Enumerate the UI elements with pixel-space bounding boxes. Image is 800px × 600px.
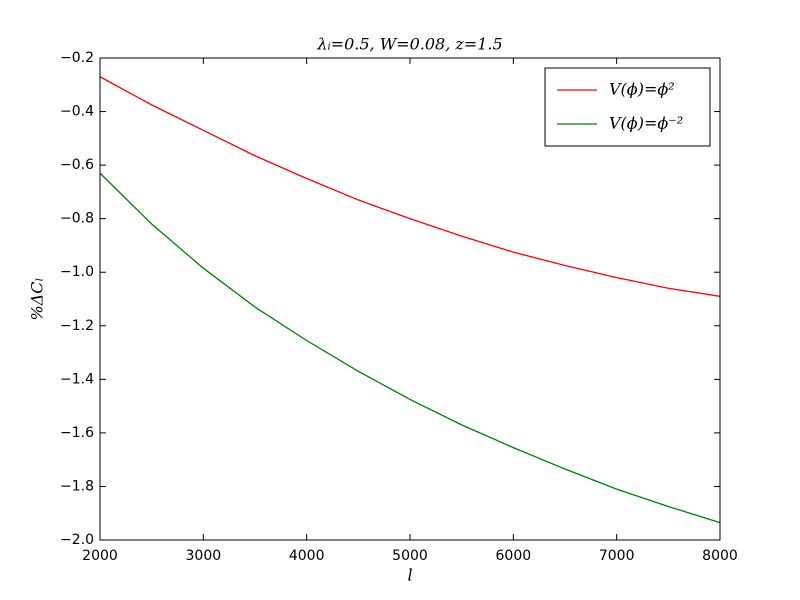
y-tick-label: −2.0 — [60, 532, 94, 548]
x-tick-label: 8000 — [702, 548, 738, 564]
y-tick-label: −0.8 — [60, 211, 94, 227]
legend-label: V(ϕ)=ϕ⁻² — [609, 114, 683, 133]
y-tick-label: −0.6 — [60, 157, 94, 173]
x-tick-label: 3000 — [186, 548, 222, 564]
y-tick-label: −1.2 — [60, 318, 94, 334]
y-axis-label: %ΔCₗ — [28, 278, 47, 321]
legend-box — [544, 67, 711, 147]
chart-title: λᵢ=0.5, W=0.08, z=1.5 — [316, 35, 502, 54]
y-tick-label: −0.2 — [60, 50, 94, 66]
legend-label: V(ϕ)=ϕ² — [609, 80, 675, 99]
line-series — [99, 172, 721, 524]
y-tick-label: −1.8 — [60, 478, 94, 494]
x-tick-label: 6000 — [496, 548, 532, 564]
plot-frame — [99, 57, 721, 541]
y-tick-label: −1.0 — [60, 264, 94, 280]
x-tick-label: 2000 — [82, 548, 118, 564]
x-tick-label: 7000 — [599, 548, 635, 564]
y-tick-label: −1.6 — [60, 425, 94, 441]
line-series — [99, 76, 721, 297]
x-tick-label: 4000 — [289, 548, 325, 564]
x-axis-label: l — [407, 566, 412, 585]
y-tick-label: −1.4 — [60, 371, 94, 387]
x-tick-label: 5000 — [392, 548, 428, 564]
y-tick-label: −0.4 — [60, 104, 94, 120]
